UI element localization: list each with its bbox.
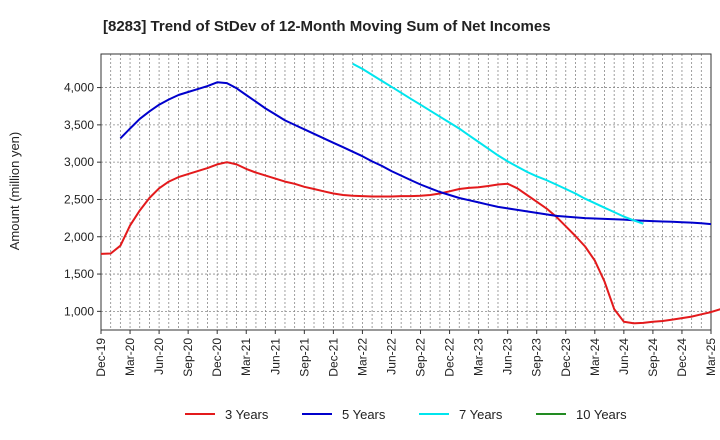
x-tick-label: Mar-24 [588,338,602,376]
y-tick-label: 2,000 [64,230,94,244]
x-tick-label: Sep-20 [181,338,195,377]
x-tick-label: Dec-22 [443,338,457,377]
x-tick-label: Mar-20 [123,338,137,376]
legend-label: 10 Years [576,407,627,422]
y-tick-label: 2,500 [64,192,94,206]
x-tick-label: Jun-24 [617,338,631,375]
legend-label: 3 Years [225,407,269,422]
x-tick-label: Dec-24 [675,338,689,377]
legend-label: 7 Years [459,407,503,422]
plot-background [101,54,711,330]
series-line-7-years [352,62,644,225]
x-tick-label: Jun-22 [384,338,398,375]
x-tick-label: Dec-23 [559,338,573,377]
legend: 3 Years 5 Years 7 Years 10 Years [185,407,627,422]
x-tick-label: Jun-20 [152,338,166,375]
plot-area: 1,000 1,500 2,000 2,500 3,000 3,500 4,000 Dec-1… [64,53,720,377]
series-line-3-years [100,161,720,325]
x-tick-label: Jun-21 [268,338,282,375]
x-tick-label: Sep-24 [646,338,660,377]
x-tick-label: Sep-23 [530,338,544,377]
x-tick-label: Dec-19 [94,338,108,377]
x-tick-label: Dec-21 [326,338,340,377]
x-tick-label: Mar-22 [355,338,369,376]
x-tick-label: Jun-23 [501,338,515,375]
x-tick-label: Dec-20 [210,338,224,377]
x-tick-label: Sep-22 [414,338,428,377]
y-tick-label: 3,000 [64,155,94,169]
legend-label: 5 Years [342,407,386,422]
plot-frame [100,53,712,331]
y-tick-label: 1,500 [64,267,94,281]
x-tick-label: Sep-21 [297,338,311,377]
y-tick-label: 3,500 [64,118,94,132]
x-tick-label: Mar-21 [239,338,253,376]
chart-title: [8283] Trend of StDev of 12-Month Moving… [103,18,551,35]
series-line-5-years [119,81,712,226]
y-tick-label: 4,000 [64,81,94,95]
x-tick-label: Mar-25 [704,338,718,376]
y-axis-label: Amount (million yen) [7,132,22,251]
y-tick-label: 1,000 [64,304,94,318]
x-tick-label: Mar-23 [472,338,486,376]
